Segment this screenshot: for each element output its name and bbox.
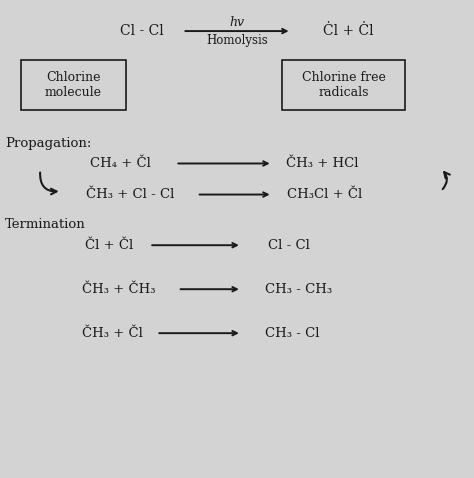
Text: ČH₃ + ČH₃: ČH₃ + ČH₃ — [82, 282, 155, 296]
Text: ČH₃ + Cl - Cl: ČH₃ + Cl - Cl — [86, 188, 174, 201]
Text: Čl + Čl: Čl + Čl — [85, 239, 133, 252]
Text: hv: hv — [229, 16, 245, 30]
Text: Propagation:: Propagation: — [5, 137, 91, 150]
Text: Cl - Cl: Cl - Cl — [268, 239, 310, 252]
Text: Chlorine
molecule: Chlorine molecule — [45, 71, 102, 99]
FancyArrowPatch shape — [443, 172, 450, 189]
Text: ČH₃ + Čl: ČH₃ + Čl — [82, 326, 143, 340]
FancyBboxPatch shape — [21, 60, 126, 110]
Text: Chlorine free
radicals: Chlorine free radicals — [302, 71, 385, 99]
Text: ČH₃ + HCl: ČH₃ + HCl — [286, 157, 358, 170]
Text: CH₄ + Čl: CH₄ + Čl — [91, 157, 151, 170]
FancyBboxPatch shape — [282, 60, 405, 110]
Text: Termination: Termination — [5, 218, 85, 231]
Text: CH₃ - Cl: CH₃ - Cl — [265, 326, 319, 340]
Text: CH₃ - CH₃: CH₃ - CH₃ — [265, 282, 332, 296]
FancyArrowPatch shape — [40, 173, 56, 194]
Text: Cl - Cl: Cl - Cl — [120, 24, 164, 38]
Text: Homolysis: Homolysis — [206, 33, 268, 47]
Text: Ċl + Ċl: Ċl + Ċl — [323, 24, 374, 38]
Text: CH₃Cl + Čl: CH₃Cl + Čl — [287, 188, 362, 201]
